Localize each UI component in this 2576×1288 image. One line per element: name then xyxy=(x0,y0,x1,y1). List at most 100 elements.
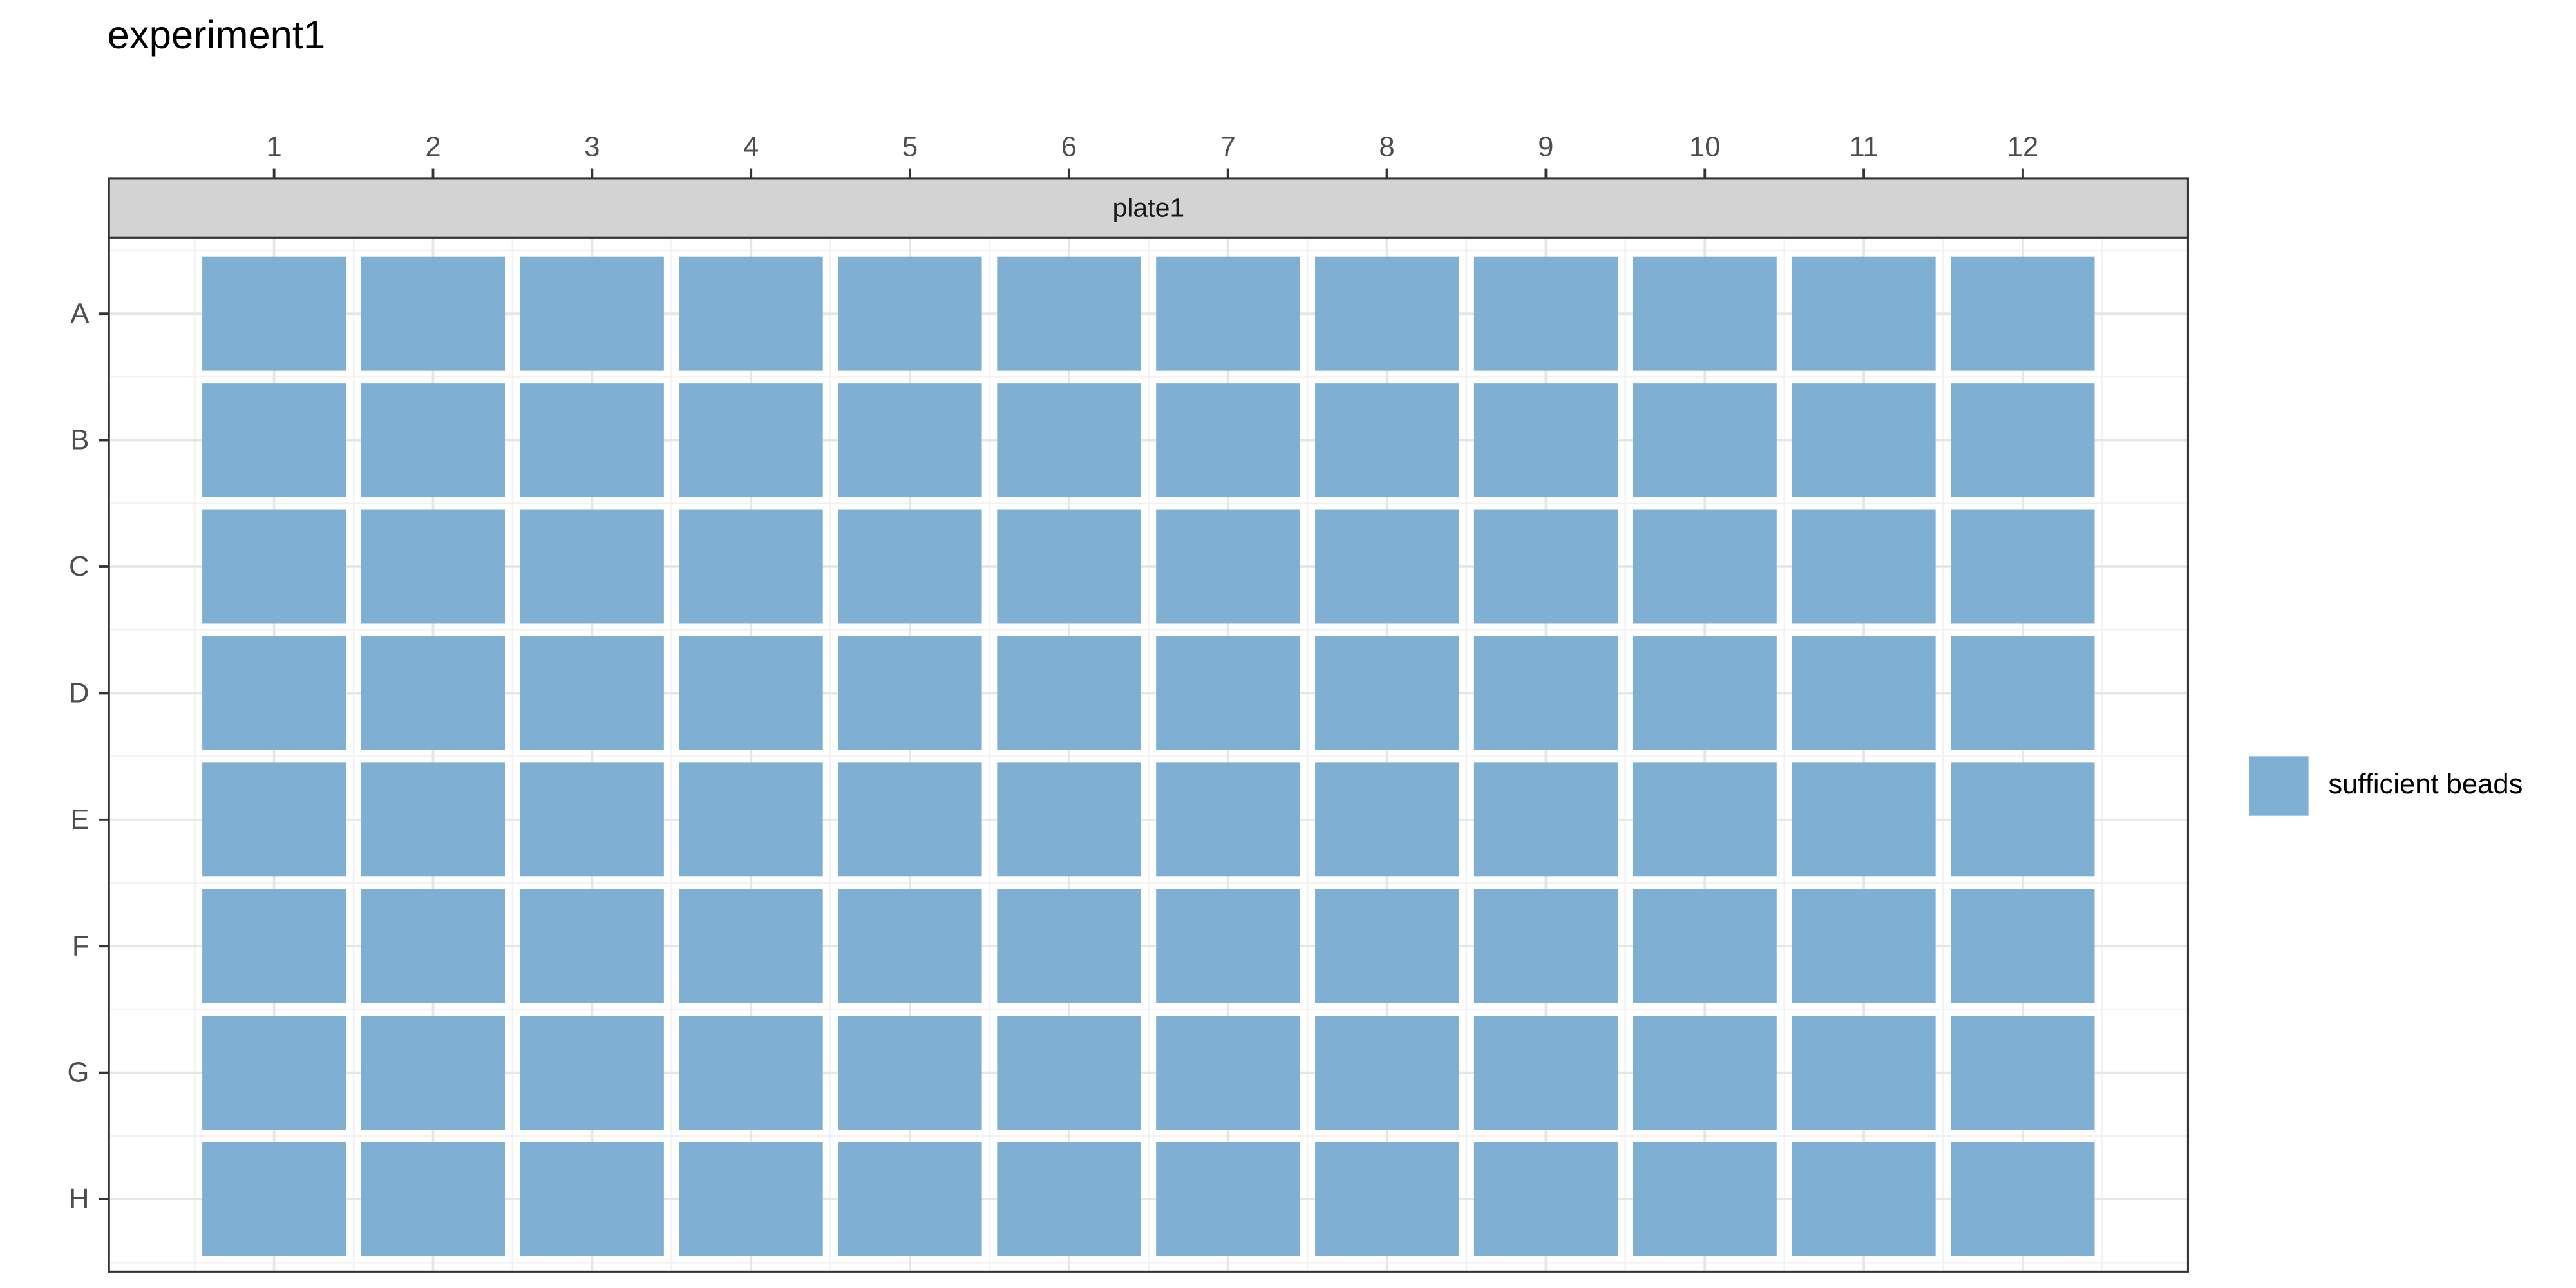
tile xyxy=(1951,636,2095,750)
tile xyxy=(997,256,1141,371)
tile xyxy=(202,383,346,498)
tile xyxy=(1633,636,1777,750)
tile xyxy=(1792,1016,1936,1130)
tile xyxy=(838,636,982,750)
x-tick-label: 2 xyxy=(425,131,440,162)
facet-strip xyxy=(108,177,2189,239)
tile xyxy=(838,762,982,877)
tile xyxy=(679,383,823,498)
tile xyxy=(997,1016,1141,1130)
tile xyxy=(1315,1142,1459,1256)
x-tick-label: 8 xyxy=(1379,131,1394,162)
tile xyxy=(1951,1016,2095,1130)
tile xyxy=(520,256,664,371)
tile xyxy=(1315,889,1459,1003)
tile xyxy=(679,1142,823,1256)
tile xyxy=(1633,383,1777,498)
x-tick-label: 11 xyxy=(1849,131,1878,162)
tile xyxy=(1951,383,2095,498)
tile xyxy=(1792,889,1936,1003)
legend-swatch xyxy=(2249,756,2309,816)
tile xyxy=(520,383,664,498)
tile xyxy=(1951,889,2095,1003)
tile xyxy=(1156,762,1300,877)
y-tick-label: F xyxy=(72,931,90,961)
tile xyxy=(997,762,1141,877)
x-tick-label: 4 xyxy=(743,131,759,162)
legend-label: sufficient beads xyxy=(2328,769,2523,800)
tile xyxy=(361,1142,506,1256)
x-tick-label: 12 xyxy=(2007,131,2038,162)
tile xyxy=(202,1142,346,1256)
tile xyxy=(1473,1016,1618,1130)
tile xyxy=(1473,383,1618,498)
tile xyxy=(1633,509,1777,624)
y-tick-label: G xyxy=(68,1057,90,1088)
tile xyxy=(520,636,664,750)
tile xyxy=(1633,889,1777,1003)
tile xyxy=(1792,762,1936,877)
tile xyxy=(997,509,1141,624)
tile xyxy=(679,636,823,750)
tile xyxy=(1315,1016,1459,1130)
tile xyxy=(1315,256,1459,371)
tile xyxy=(1315,636,1459,750)
tile xyxy=(1951,256,2095,371)
tile xyxy=(520,889,664,1003)
tile xyxy=(997,889,1141,1003)
y-tick-label: H xyxy=(69,1184,89,1215)
tile xyxy=(361,889,506,1003)
tile xyxy=(679,762,823,877)
tile xyxy=(1633,256,1777,371)
tile xyxy=(361,636,506,750)
tile xyxy=(838,1016,982,1130)
tile xyxy=(1156,1016,1300,1130)
chart-title: experiment1 xyxy=(108,13,326,57)
tile xyxy=(838,256,982,371)
y-tick-label: C xyxy=(69,551,89,582)
tile xyxy=(679,256,823,371)
facet-label: plate1 xyxy=(1112,193,1184,222)
tile xyxy=(997,1142,1141,1256)
tile xyxy=(1633,762,1777,877)
x-tick-label: 3 xyxy=(584,131,600,162)
tile xyxy=(1473,256,1618,371)
tile xyxy=(679,509,823,624)
tile xyxy=(1473,762,1618,877)
tile xyxy=(520,762,664,877)
tile xyxy=(202,256,346,371)
x-tick-label: 6 xyxy=(1061,131,1077,162)
tile xyxy=(361,383,506,498)
tile xyxy=(1156,1142,1300,1256)
tile xyxy=(1156,256,1300,371)
tile xyxy=(1792,1142,1936,1256)
y-tick-label: B xyxy=(70,425,89,456)
x-tick-label: 5 xyxy=(902,131,918,162)
tile xyxy=(1792,383,1936,498)
tile xyxy=(202,762,346,877)
tile xyxy=(202,1016,346,1130)
x-tick-label: 1 xyxy=(267,131,282,162)
tile xyxy=(1315,509,1459,624)
tile xyxy=(361,509,506,624)
tile xyxy=(1315,383,1459,498)
tile xyxy=(1156,509,1300,624)
tile xyxy=(1792,509,1936,624)
tile xyxy=(679,1016,823,1130)
tile xyxy=(679,889,823,1003)
tile xyxy=(1792,256,1936,371)
tile xyxy=(1633,1142,1777,1256)
tile xyxy=(1951,762,2095,877)
tile xyxy=(997,383,1141,498)
tile xyxy=(1315,762,1459,877)
tile xyxy=(838,509,982,624)
tile xyxy=(202,509,346,624)
tile xyxy=(1156,636,1300,750)
tile xyxy=(520,509,664,624)
y-tick-label: D xyxy=(69,677,89,708)
tile xyxy=(202,889,346,1003)
x-tick-label: 9 xyxy=(1538,131,1553,162)
tile xyxy=(838,1142,982,1256)
tile xyxy=(1156,889,1300,1003)
x-tick-label: 7 xyxy=(1220,131,1236,162)
